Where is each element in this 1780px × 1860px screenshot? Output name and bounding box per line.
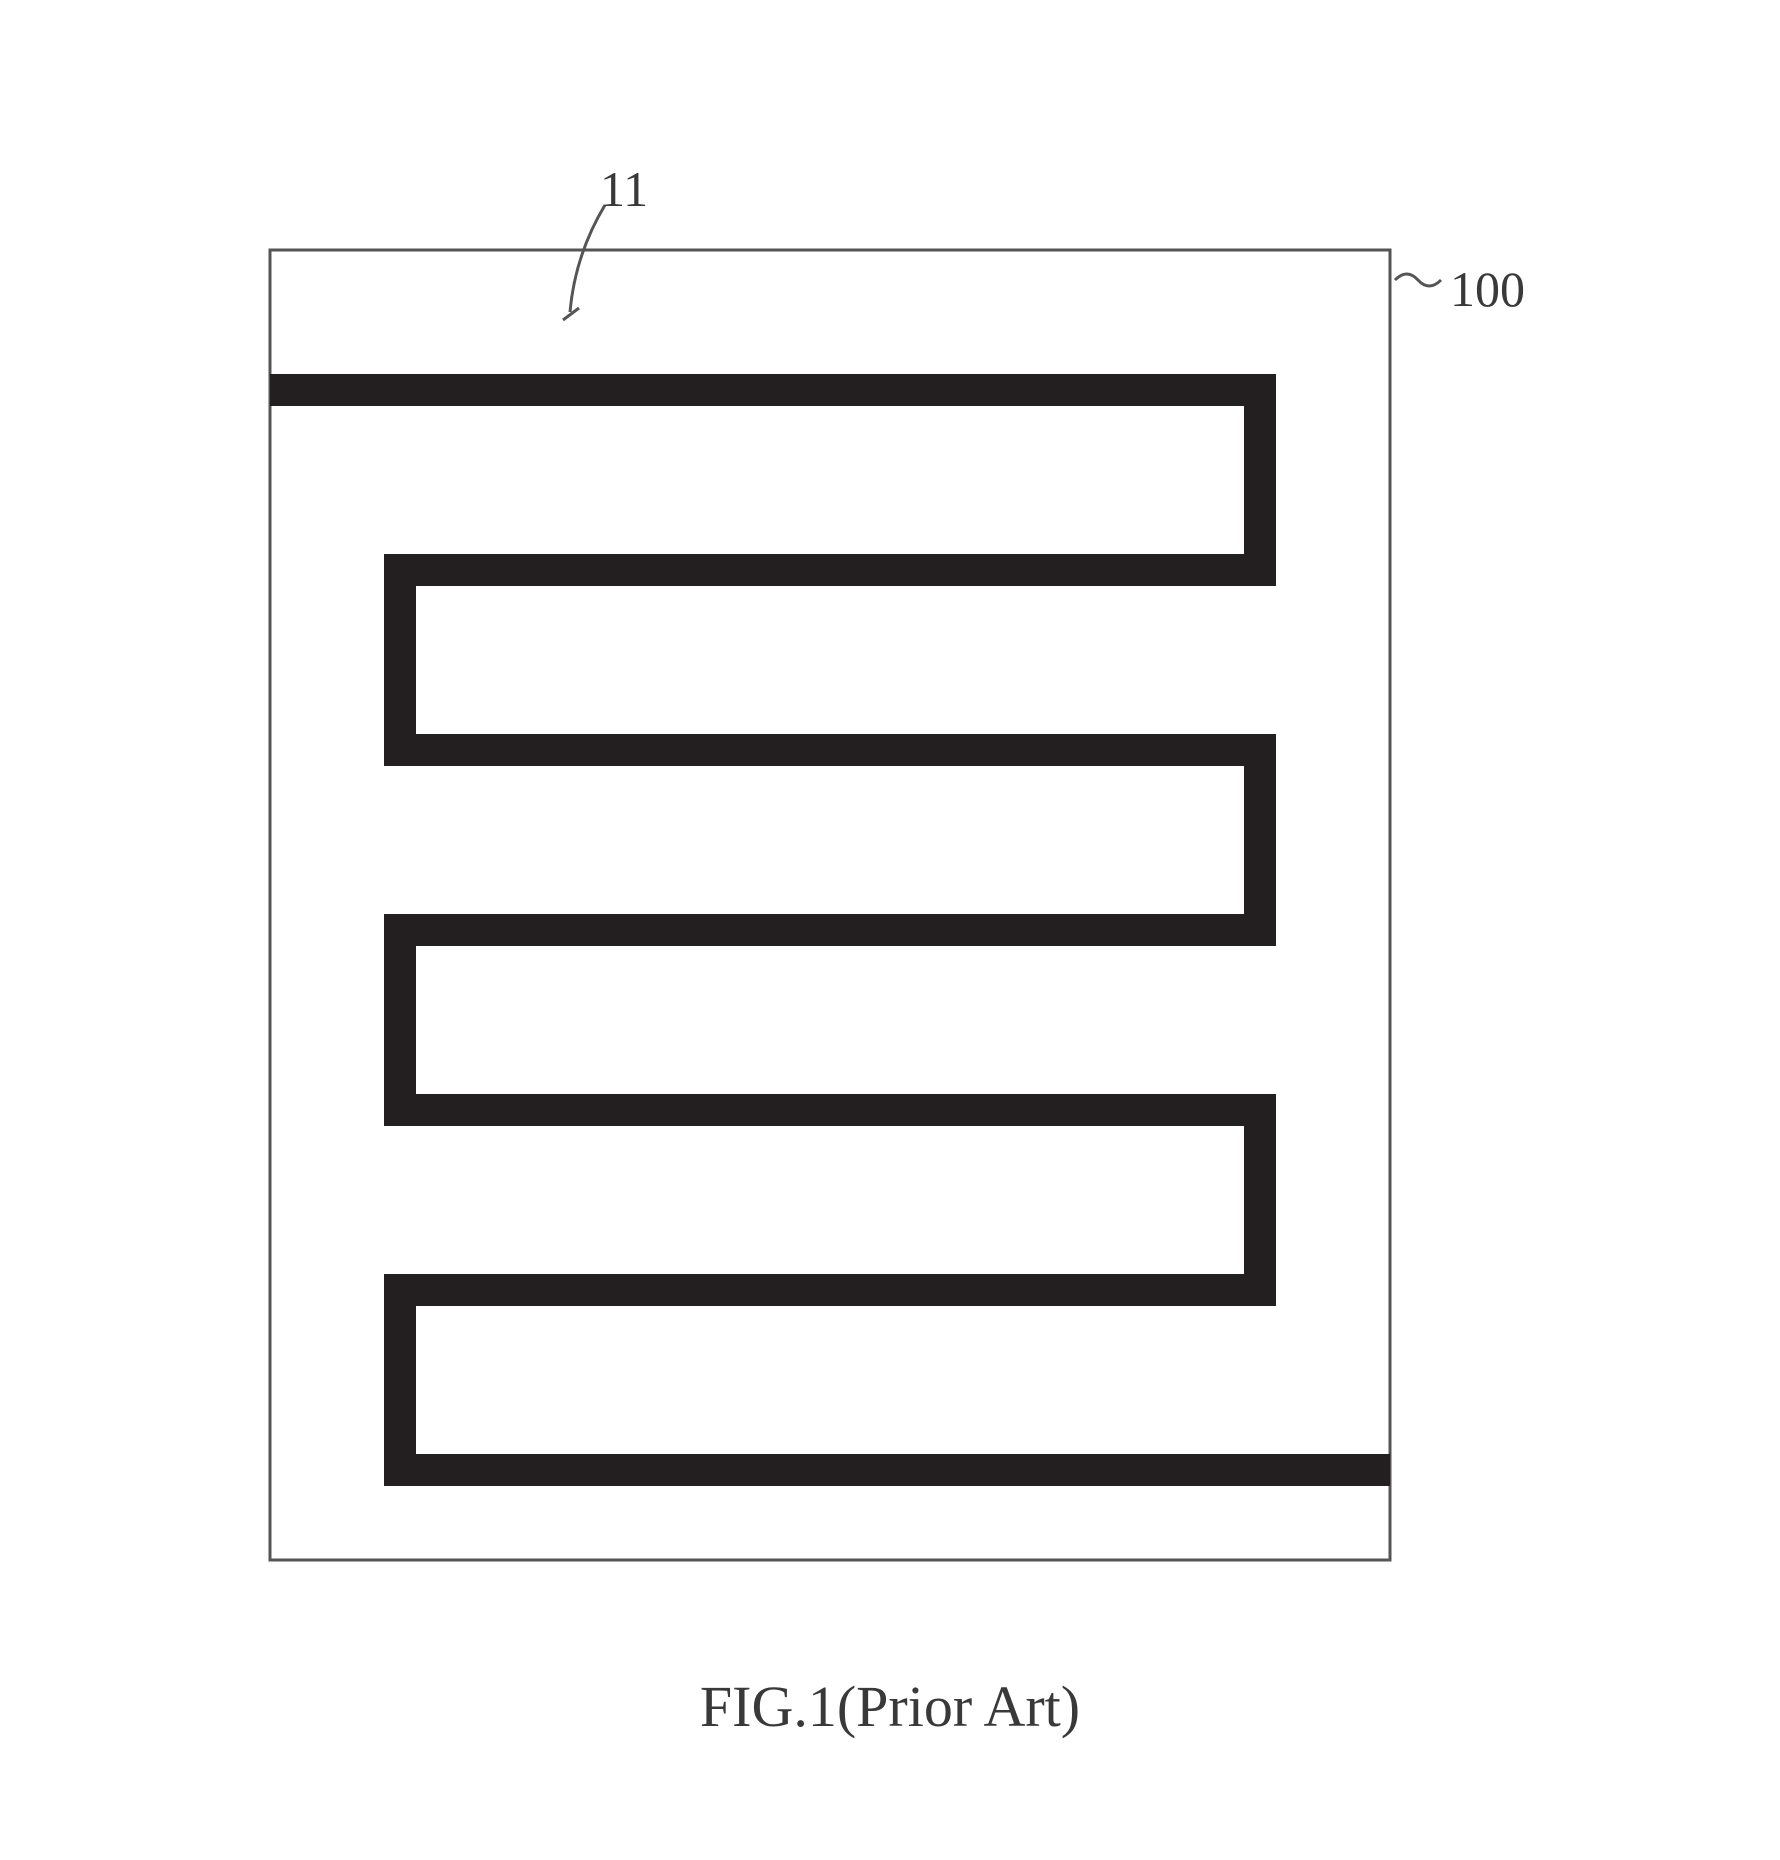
figure-page: 11 100 FIG.1(Prior Art) [0,0,1780,1860]
callout-label-11: 11 [600,160,648,218]
leader-line-11 [570,205,605,312]
figure-caption: FIG.1(Prior Art) [700,1673,1080,1740]
callout-label-100: 100 [1450,260,1525,318]
device-outline [270,250,1390,1560]
leader-tilde-100 [1395,274,1441,286]
serpentine-trace [270,390,1390,1470]
